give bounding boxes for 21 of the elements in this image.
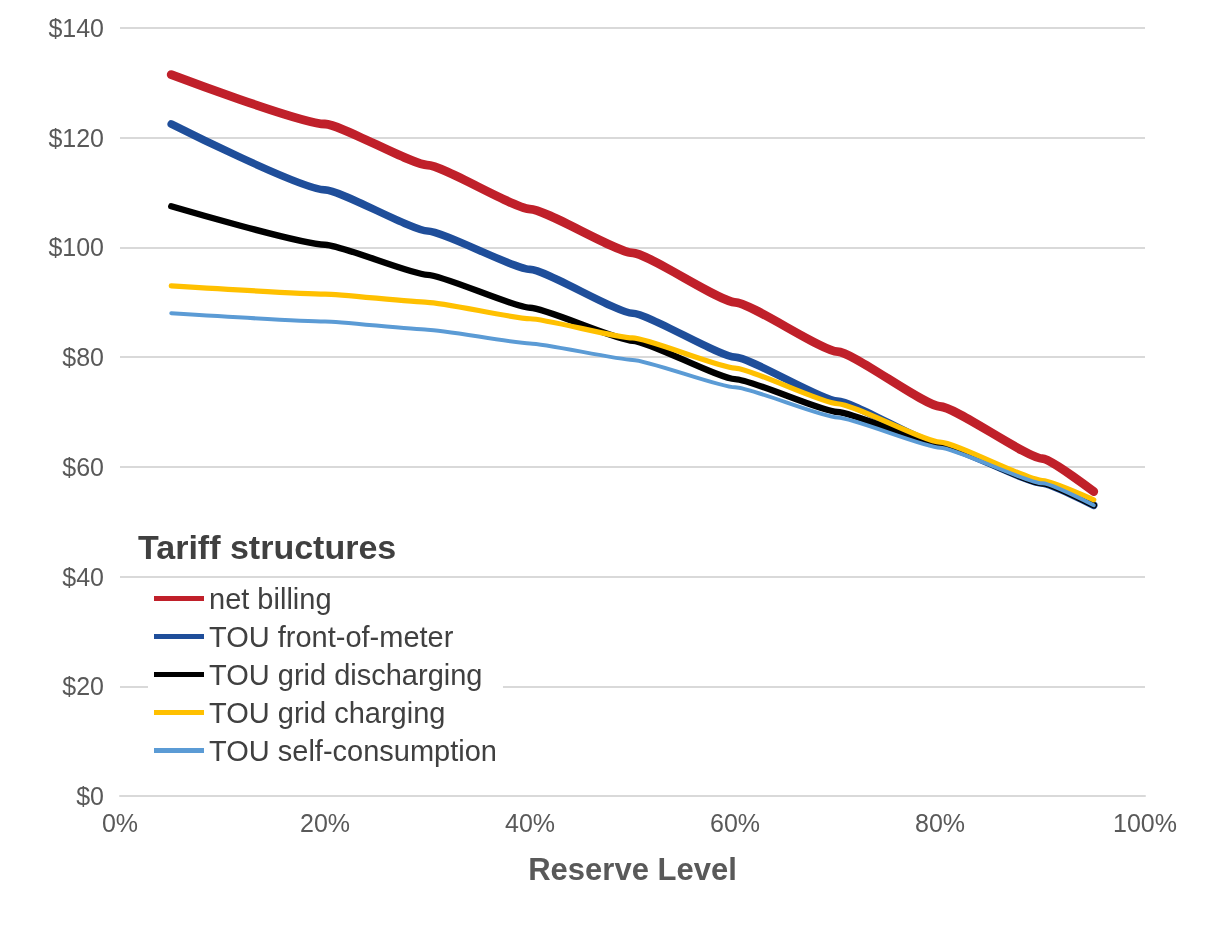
y-tick-label: $40 bbox=[62, 562, 104, 591]
y-tick-label: $100 bbox=[48, 233, 104, 262]
x-tick-label: 20% bbox=[299, 808, 351, 837]
x-axis-title: Reserve Level bbox=[528, 852, 737, 887]
legend-label: TOU self-consumption bbox=[209, 734, 497, 767]
y-tick-label: $20 bbox=[62, 672, 104, 701]
y-tick-label: $80 bbox=[62, 343, 104, 372]
legend-label: net billing bbox=[209, 582, 332, 615]
x-tick-label: 80% bbox=[914, 808, 966, 837]
y-tick-label: $60 bbox=[62, 452, 104, 481]
y-tick-label: $140 bbox=[48, 14, 104, 42]
y-tick-label: $120 bbox=[48, 123, 104, 152]
legend-label: TOU front-of-meter bbox=[209, 620, 454, 653]
legend-title: Tariff structures bbox=[138, 528, 397, 566]
legend-label: TOU grid discharging bbox=[209, 658, 483, 691]
legend-label: TOU grid charging bbox=[209, 696, 446, 729]
y-tick-label: $0 bbox=[76, 782, 104, 810]
x-tick-label: 40% bbox=[504, 808, 556, 837]
x-tick-label: 0% bbox=[101, 808, 139, 837]
x-tick-label: 100% bbox=[1113, 808, 1177, 837]
x-tick-label: 60% bbox=[709, 808, 761, 837]
